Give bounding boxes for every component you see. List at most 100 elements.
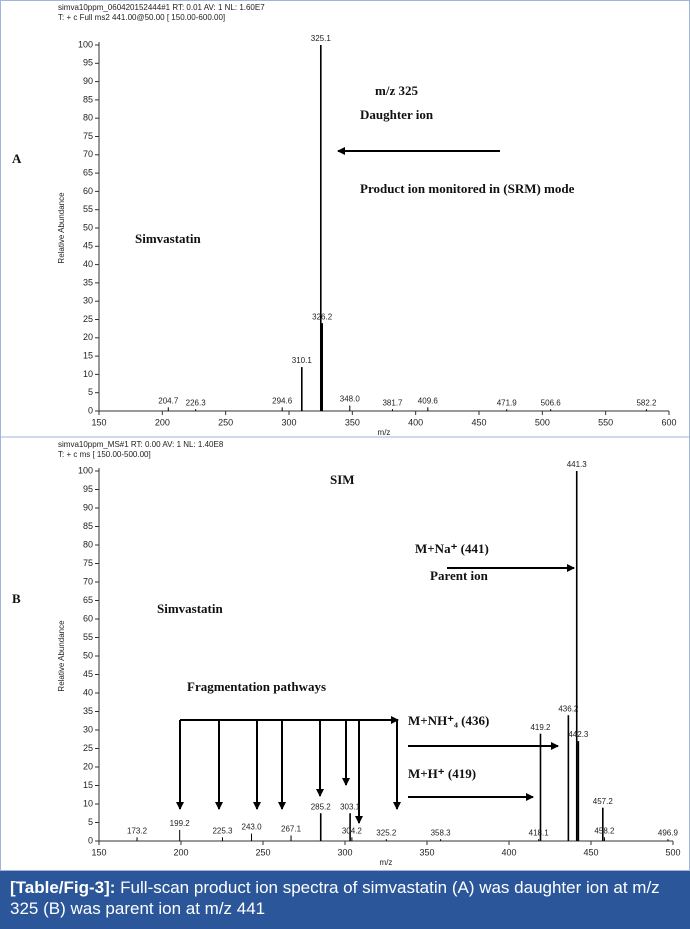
annotation: Simvastatin xyxy=(135,231,202,246)
peak-label: 225.3 xyxy=(212,826,233,835)
panel-label: A xyxy=(12,151,22,166)
y-axis-label: Relative Abundance xyxy=(57,192,66,264)
peak-label: 506.6 xyxy=(541,398,562,407)
y-tick-label: 30 xyxy=(83,296,93,306)
y-tick-label: 85 xyxy=(83,94,93,104)
peak-label: 310.1 xyxy=(292,356,313,365)
annotation: m/z 325 xyxy=(375,83,418,98)
y-tick-label: 90 xyxy=(83,76,93,86)
y-tick-label: 10 xyxy=(83,798,93,808)
annotation: Simvastatin xyxy=(157,601,224,616)
y-tick-label: 75 xyxy=(83,131,93,141)
peak-label: 294.6 xyxy=(272,396,293,405)
y-tick-label: 20 xyxy=(83,332,93,342)
y-tick-label: 90 xyxy=(83,502,93,512)
x-tick-label: 600 xyxy=(661,417,676,427)
x-tick-label: 300 xyxy=(337,847,352,857)
annotation: SIM xyxy=(330,472,355,487)
peak-label: 267.1 xyxy=(281,825,302,834)
y-tick-label: 80 xyxy=(83,539,93,549)
y-tick-label: 40 xyxy=(83,259,93,269)
peak-label: 471.9 xyxy=(497,398,518,407)
annotation: M+NH⁺₄ (436) xyxy=(408,713,489,728)
x-axis-label: m/z xyxy=(380,858,393,867)
x-tick-label: 450 xyxy=(583,847,598,857)
y-tick-label: 0 xyxy=(88,835,93,845)
peak-label: 204.7 xyxy=(158,396,179,405)
peak-label: 303.1 xyxy=(340,802,361,811)
header-line: T: + c ms [ 150.00-500.00] xyxy=(58,450,151,459)
peak-label: 348.0 xyxy=(340,395,361,404)
y-tick-label: 65 xyxy=(83,167,93,177)
peak-label: 582.2 xyxy=(636,398,657,407)
y-tick-label: 40 xyxy=(83,687,93,697)
y-tick-label: 35 xyxy=(83,706,93,716)
x-tick-label: 500 xyxy=(665,847,680,857)
header-line: simva10ppm_060420152444#1 RT: 0.01 AV: 1… xyxy=(58,3,265,12)
peak-label: 243.0 xyxy=(242,823,263,832)
peak-label: 441.3 xyxy=(567,460,588,469)
header-line: T: + c Full ms2 441.00@50.00 [ 150.00-60… xyxy=(58,13,225,22)
peak-label: 285.2 xyxy=(311,802,332,811)
x-tick-label: 350 xyxy=(345,417,360,427)
x-tick-label: 500 xyxy=(535,417,550,427)
peak-label: 199.2 xyxy=(170,819,191,828)
peak-label: 226.3 xyxy=(186,398,207,407)
y-tick-label: 45 xyxy=(83,241,93,251)
y-tick-label: 15 xyxy=(83,350,93,360)
peak-label: 325.2 xyxy=(376,828,397,837)
annotation: Parent ion xyxy=(430,568,489,583)
y-tick-label: 65 xyxy=(83,595,93,605)
x-tick-label: 250 xyxy=(255,847,270,857)
y-tick-label: 100 xyxy=(78,465,93,475)
caption-text: Full-scan product ion spectra of simvast… xyxy=(10,878,660,918)
peak-label: 419.2 xyxy=(530,723,551,732)
peak-label: 381.7 xyxy=(382,398,403,407)
peak-label: 173.2 xyxy=(127,826,148,835)
y-tick-label: 95 xyxy=(83,484,93,494)
y-tick-label: 95 xyxy=(83,58,93,68)
y-tick-label: 75 xyxy=(83,558,93,568)
annotation: M+Na⁺ (441) xyxy=(415,541,489,556)
spectra: simva10ppm_060420152444#1 RT: 0.01 AV: 1… xyxy=(0,0,690,871)
peak-label: 418.1 xyxy=(529,828,550,837)
x-tick-label: 400 xyxy=(408,417,423,427)
peak-label: 457.2 xyxy=(593,797,614,806)
x-tick-label: 200 xyxy=(155,417,170,427)
y-tick-label: 60 xyxy=(83,613,93,623)
y-tick-label: 70 xyxy=(83,149,93,159)
x-tick-label: 450 xyxy=(471,417,486,427)
x-tick-label: 400 xyxy=(501,847,516,857)
y-tick-label: 30 xyxy=(83,724,93,734)
peak-label: 458.2 xyxy=(594,826,615,835)
annotation: M+H⁺ (419) xyxy=(408,766,476,781)
y-tick-label: 100 xyxy=(78,39,93,49)
y-tick-label: 5 xyxy=(88,817,93,827)
annotation: Product ion monitored in (SRM) mode xyxy=(360,181,575,196)
peak-label: 358.3 xyxy=(431,828,452,837)
y-tick-label: 45 xyxy=(83,669,93,679)
y-tick-label: 35 xyxy=(83,277,93,287)
peak-label: 304.2 xyxy=(342,826,363,835)
y-tick-label: 10 xyxy=(83,369,93,379)
x-tick-label: 150 xyxy=(91,417,106,427)
y-tick-label: 0 xyxy=(88,405,93,415)
x-tick-label: 350 xyxy=(419,847,434,857)
peak-label: 436.2 xyxy=(558,704,579,713)
y-tick-label: 5 xyxy=(88,387,93,397)
y-tick-label: 60 xyxy=(83,186,93,196)
x-tick-label: 250 xyxy=(218,417,233,427)
y-axis-label: Relative Abundance xyxy=(57,620,66,692)
y-tick-label: 25 xyxy=(83,314,93,324)
header-line: simva10ppm_MS#1 RT: 0.00 AV: 1 NL: 1.40E… xyxy=(58,440,224,449)
caption: [Table/Fig-3]: Full-scan product ion spe… xyxy=(0,871,690,929)
peak-label: 326.2 xyxy=(312,312,333,321)
annotation: Daughter ion xyxy=(360,107,434,122)
arrows xyxy=(176,564,575,824)
x-tick-label: 150 xyxy=(91,847,106,857)
y-tick-label: 25 xyxy=(83,743,93,753)
peak-label: 496.9 xyxy=(658,828,679,837)
x-axis-label: m/z xyxy=(378,428,391,437)
peak-label: 442.3 xyxy=(568,730,589,739)
